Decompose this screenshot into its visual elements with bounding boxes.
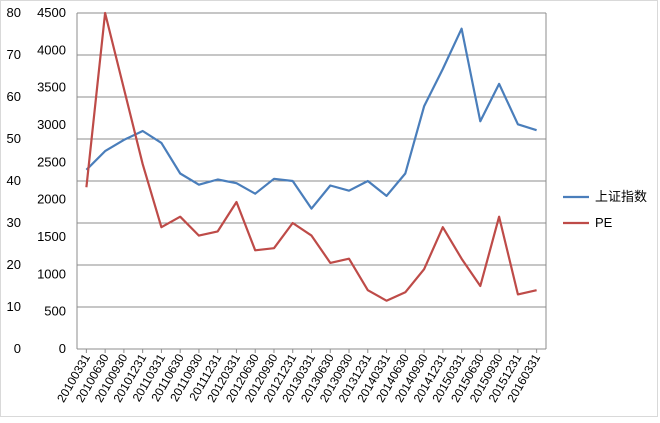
series-line xyxy=(85,27,537,210)
left-axis-tick-label: 20 xyxy=(7,257,21,272)
right-axis-tick-label: 500 xyxy=(44,304,66,319)
right-axis-tick-label: 1000 xyxy=(37,266,66,281)
right-axis-tick-label: 4500 xyxy=(37,5,66,20)
legend-label: PE xyxy=(595,215,613,230)
left-axis-tick-label: 40 xyxy=(7,173,21,188)
x-axis-tick-labels: 2010033120100630201009302010123120110331… xyxy=(54,349,543,405)
left-axis-tick-label: 60 xyxy=(7,89,21,104)
right-axis-tick-label: 2500 xyxy=(37,154,66,169)
left-axis-tick-label: 80 xyxy=(7,5,21,20)
left-axis-tick-label: 30 xyxy=(7,215,21,230)
legend: 上证指数 PE xyxy=(563,189,647,230)
right-axis-tick-label: 0 xyxy=(59,341,66,356)
right-axis-tick-labels: 0 500 1000 1500 2000 2500 3000 3500 4000 4500 xyxy=(37,5,66,356)
left-axis-tick-label: 50 xyxy=(7,131,21,146)
series-line xyxy=(85,11,537,302)
right-axis-tick-label: 2000 xyxy=(37,192,66,207)
right-axis-tick-label: 3500 xyxy=(37,80,66,95)
right-axis-tick-label: 4000 xyxy=(37,42,66,57)
left-axis-tick-label: 70 xyxy=(7,47,21,62)
left-axis-tick-label: 10 xyxy=(7,299,21,314)
series-lines xyxy=(85,11,537,302)
left-axis-tick-label: 0 xyxy=(14,341,21,356)
legend-label: 上证指数 xyxy=(595,189,647,204)
left-axis-tick-labels: 0 10 20 30 40 50 60 70 80 xyxy=(7,5,21,356)
right-axis-tick-label: 1500 xyxy=(37,229,66,244)
right-axis-tick-label: 3000 xyxy=(37,117,66,132)
